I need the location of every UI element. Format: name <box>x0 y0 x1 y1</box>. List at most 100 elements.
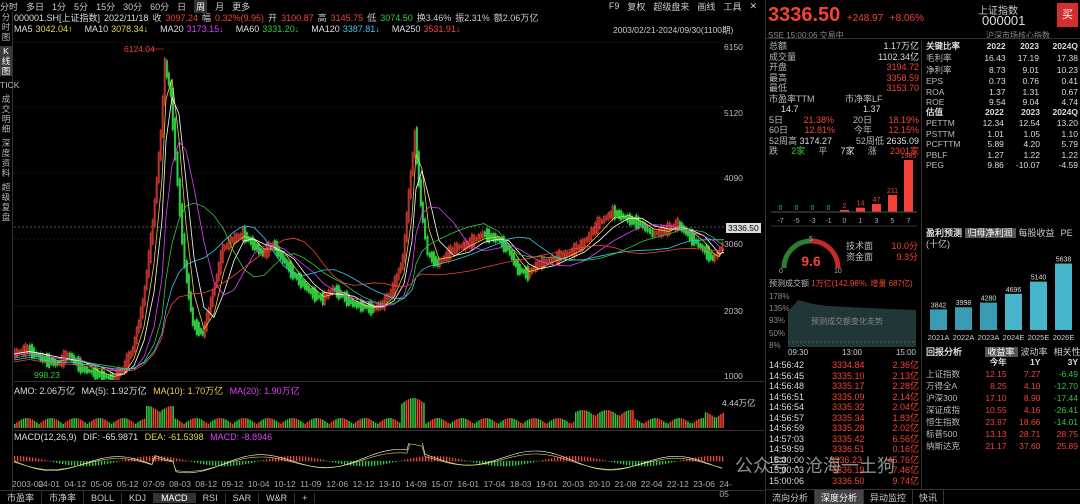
period-tab-6[interactable]: 60分 <box>150 1 170 12</box>
macd-value: MACD: -8.8946 <box>210 432 273 442</box>
x-tick: 18-03 <box>509 479 532 489</box>
indicator-tab-0[interactable]: 市盈率 <box>0 491 43 504</box>
x-tick: 2003-02 <box>12 479 44 489</box>
dist-label: 3 <box>875 218 879 225</box>
pb-label: 市净率LF <box>844 93 883 104</box>
period-tab-9[interactable]: 月 <box>215 1 225 12</box>
return-tab-1[interactable]: 波动率 <box>1020 347 1048 357</box>
rp-bottom-tab-1[interactable]: 深度分析 <box>815 490 865 504</box>
profit-forecast-chart[interactable]: 3842 2021A 3998 2022A 4280 2023A 4696 2024E 5140… <box>924 246 1080 342</box>
indicator-tab-8[interactable]: + <box>295 492 316 503</box>
tech-label: 技术面 <box>846 241 874 251</box>
date-range[interactable]: 2003/02/21-2024/09/30(1100期) <box>613 25 734 35</box>
period-tab-7[interactable]: 日 <box>177 1 187 12</box>
left-tab-0[interactable]: 分时图 <box>1 12 11 42</box>
indicator-tab-2[interactable]: BOLL <box>84 492 123 503</box>
x-tick: 24-05 <box>719 479 732 499</box>
row-label: PCFTTM <box>926 139 961 150</box>
tick-volume: 2.28亿 <box>892 381 919 391</box>
toolbar-item-3[interactable]: 画线 <box>697 1 716 12</box>
profit-year: 2023A <box>978 333 1000 342</box>
col-header: 2024Q <box>1052 107 1078 117</box>
indicator-tab-7[interactable]: W&R <box>259 492 296 503</box>
toolbar-item-0[interactable]: F9 <box>608 1 620 11</box>
period-tab-1[interactable]: 多日 <box>26 1 45 12</box>
indicator-tab-1[interactable]: 市净率 <box>42 491 85 504</box>
left-tab-4[interactable]: 深度资料 <box>1 138 11 178</box>
return-header: 回报分析 收益率 波动率 相关性 <box>926 345 1080 358</box>
cell: 0.76 <box>1022 76 1039 87</box>
return-tab-2[interactable]: 相关性 <box>1053 347 1080 357</box>
cell: 17.19 <box>1017 53 1039 63</box>
toolbar-item-1[interactable]: 复权 <box>627 1 646 12</box>
period-tab-4[interactable]: 15分 <box>96 1 116 12</box>
cell: 8.25 <box>990 381 1007 391</box>
cell: 10.55 <box>985 405 1007 415</box>
table-row: PEG 9.86 -10.07 -4.59 <box>924 160 1080 171</box>
indicator-tab-4[interactable]: MACD <box>154 492 196 503</box>
period-tab-5[interactable]: 30分 <box>123 1 143 12</box>
ma-item-1: MA10 3078.34↓ <box>85 24 155 34</box>
cell: 28.75 <box>1056 429 1078 439</box>
high-value: 3145.75 <box>330 12 364 23</box>
cell: 9.01 <box>1022 65 1039 75</box>
dist-value: 0 <box>795 205 799 212</box>
period-tab-10[interactable]: 更多 <box>232 1 251 12</box>
profit-year: 2025E <box>1028 333 1050 342</box>
cell: 1.01 <box>987 128 1004 139</box>
profit-tab-1[interactable]: 每股收益 <box>1018 228 1055 238</box>
period-tab-2[interactable]: 1分 <box>52 1 67 12</box>
toolbar-item-4[interactable]: 工具 <box>723 1 742 12</box>
row-label: 纳斯达克 <box>926 441 961 451</box>
ma-label: MA60 <box>235 23 260 34</box>
w52h-value: 3174.27 <box>799 135 833 146</box>
ma-label: MA5 <box>14 23 33 34</box>
right-panel: 3336.50 +248.97 +8.06% 上证指数 000001 买 SSE… <box>765 0 1080 504</box>
rise-fall-distribution[interactable]: 0 -7 0 -5 0 -3 0 -1 2 0 14 1 47 3 211 5 1985 7 <box>769 152 919 232</box>
indicator-tab-6[interactable]: SAR <box>226 492 260 503</box>
cell: 0.41 <box>1061 76 1078 87</box>
down-label: 跌 <box>769 146 779 156</box>
dist-value: 14 <box>857 201 865 208</box>
close-icon[interactable]: ✕ <box>749 0 757 11</box>
ma-value: 3387.81↓ <box>342 23 380 34</box>
indicator-tab-3[interactable]: KDJ <box>122 492 155 503</box>
left-tab-2[interactable]: TICK <box>0 80 20 90</box>
profit-tab-2[interactable]: PE <box>1060 228 1073 238</box>
tick-row: 14:56:54 3335.32 2.04亿 <box>769 402 919 413</box>
toolbar-item-2[interactable]: 超级盘来 <box>653 1 690 12</box>
dist-value: 211 <box>887 188 898 195</box>
macd-legend: MACD(12,26,9) DIF: -65.9871 DEA: -61.539… <box>14 432 276 442</box>
x-tick: 10-04 <box>247 479 270 489</box>
indicator-tab-5[interactable]: RSI <box>196 492 226 503</box>
tick-price: 3336.51 <box>831 444 865 454</box>
period-tab-3[interactable]: 5分 <box>74 1 89 12</box>
row-label: PBLF <box>926 149 948 160</box>
left-tab-3[interactable]: 成交明细 <box>1 94 11 134</box>
profit-tab-0[interactable]: 归母净利润 <box>964 228 1016 238</box>
pe-label: 市盈率TTM <box>769 93 815 104</box>
open-label: 开 <box>268 13 278 23</box>
kline-chart[interactable]: 6124.04 998.23 <box>14 34 724 380</box>
pb-value: 1.37 <box>862 104 881 114</box>
open-label: 开盘 <box>769 62 788 72</box>
rp-bottom-tab-3[interactable]: 快讯 <box>913 490 945 504</box>
tick-time: 14:56:48 <box>769 381 805 391</box>
period-tab-8[interactable]: 周 <box>194 0 208 13</box>
macd-chart[interactable] <box>14 443 724 479</box>
row-label: ROE <box>926 97 945 108</box>
period-tab-0[interactable]: 分时 <box>0 1 19 12</box>
score-details: 技术面 10.0分 资金面 9.3分 <box>846 241 918 263</box>
buy-button[interactable]: 买 <box>1057 3 1078 27</box>
current-price-tag: 3336.50 <box>726 223 761 233</box>
volume-chart[interactable] <box>14 394 724 428</box>
table-title: 估值 <box>926 107 944 117</box>
return-tab-0[interactable]: 收益率 <box>984 347 1018 357</box>
tick-price: 3336.19 <box>831 465 865 475</box>
rp-bottom-tab-2[interactable]: 异动监控 <box>864 490 914 504</box>
table-row: 上证指数 12.15 7.27 -6.49 <box>924 368 1080 380</box>
rp-bottom-tab-0[interactable]: 流向分析 <box>766 490 816 504</box>
vol-label: 成交量 <box>769 51 797 62</box>
left-tab-5[interactable]: 超级复盘 <box>1 182 11 222</box>
left-tab-1[interactable]: K线图 <box>0 46 12 76</box>
